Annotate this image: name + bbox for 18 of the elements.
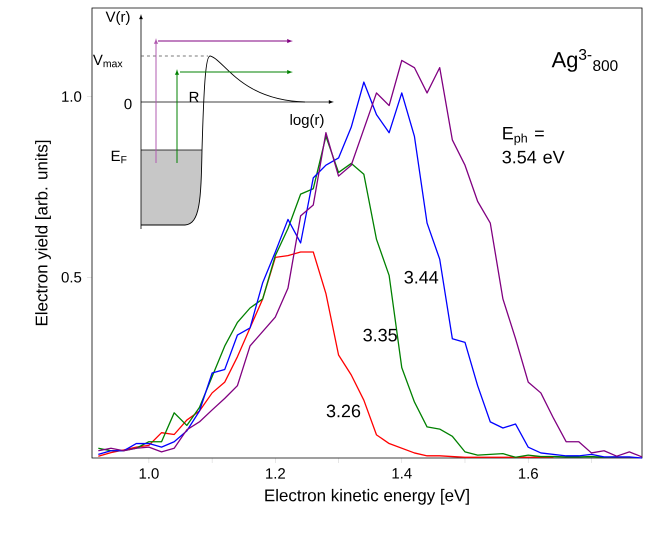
- annotation: V$_{max}$: [92, 54, 122, 68]
- x-tick-label: 1.6: [518, 468, 538, 479]
- y-axis-title: Electron yield [arb. units]: [35, 140, 51, 326]
- text: Ag$^{3-}$800: [552, 49, 618, 72]
- annotation: R: [190, 92, 199, 102]
- annotation: E$_{F}$: [112, 150, 127, 164]
- annotation: V(r): [106, 11, 130, 25]
- x-axis-title: Electron kinetic energy [eV]: [265, 488, 469, 505]
- x-tick-label: 1.0: [140, 468, 159, 479]
- annotation: 0: [124, 98, 132, 110]
- y-tick-label: 0.5: [62, 272, 82, 283]
- annotation: log(r): [290, 114, 324, 128]
- x-tick-label: 1.4: [392, 468, 412, 478]
- x-tick-label: 1.2: [266, 468, 285, 479]
- series-label: 3.44: [404, 270, 438, 284]
- series-label: 3.35: [363, 328, 397, 342]
- series-label: 3.26: [326, 404, 360, 418]
- text: E$_{ph}$ = 3.54 eV: [502, 127, 565, 164]
